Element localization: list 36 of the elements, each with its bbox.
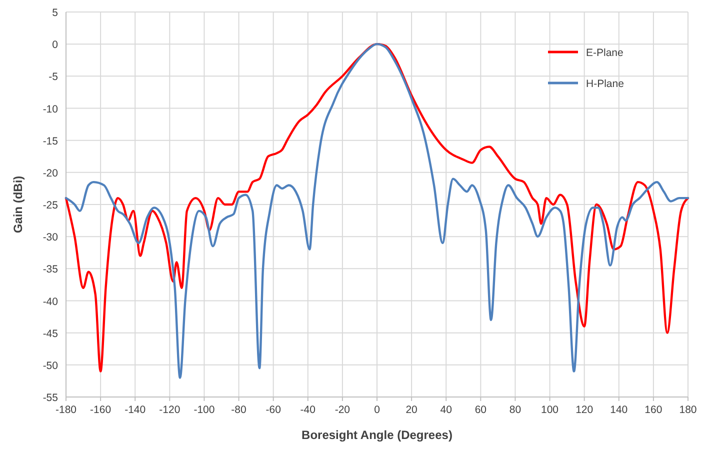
x-tick-label: -80 <box>231 404 247 416</box>
legend-label: H-Plane <box>586 78 624 90</box>
y-tick-label: -50 <box>42 360 58 372</box>
x-tick-label: 140 <box>610 404 628 416</box>
y-tick-label: -35 <box>42 264 58 276</box>
y-tick-label: -25 <box>42 200 58 212</box>
x-tick-label: -100 <box>194 404 215 416</box>
y-tick-label: -15 <box>42 135 58 148</box>
y-axis-title: Gain (dBi) <box>11 176 25 234</box>
x-tick-label: 60 <box>474 404 487 416</box>
y-tick-label: -20 <box>42 167 58 180</box>
y-tick-label: 0 <box>52 39 58 52</box>
x-tick-label: -140 <box>124 404 146 416</box>
x-tick-label: -120 <box>159 404 180 416</box>
x-tick-label: 120 <box>576 404 594 416</box>
legend-label: E-Plane <box>586 47 624 59</box>
x-tick-label: -20 <box>334 404 350 416</box>
x-tick-label: 40 <box>440 404 452 416</box>
y-tick-label: -45 <box>42 328 58 340</box>
x-axis-title: Boresight Angle (Degrees) <box>302 428 452 442</box>
y-tick-label: -55 <box>42 392 58 404</box>
y-tick-label: -30 <box>42 232 58 244</box>
y-tick-label: 5 <box>52 7 58 19</box>
y-tick-label: -40 <box>42 296 58 308</box>
x-tick-label: 100 <box>541 404 559 416</box>
x-tick-label: 180 <box>679 404 697 416</box>
x-tick-label: -180 <box>55 404 77 416</box>
y-tick-label: -10 <box>42 103 58 116</box>
x-tick-label: -160 <box>90 404 112 416</box>
x-tick-label: 20 <box>406 404 418 416</box>
y-tick-label: -5 <box>48 71 58 84</box>
x-tick-label: 80 <box>509 404 522 416</box>
x-tick-label: -60 <box>266 404 282 416</box>
x-tick-label: 0 <box>374 404 380 416</box>
x-tick-label: 160 <box>644 404 662 416</box>
x-tick-label: -40 <box>300 404 316 416</box>
